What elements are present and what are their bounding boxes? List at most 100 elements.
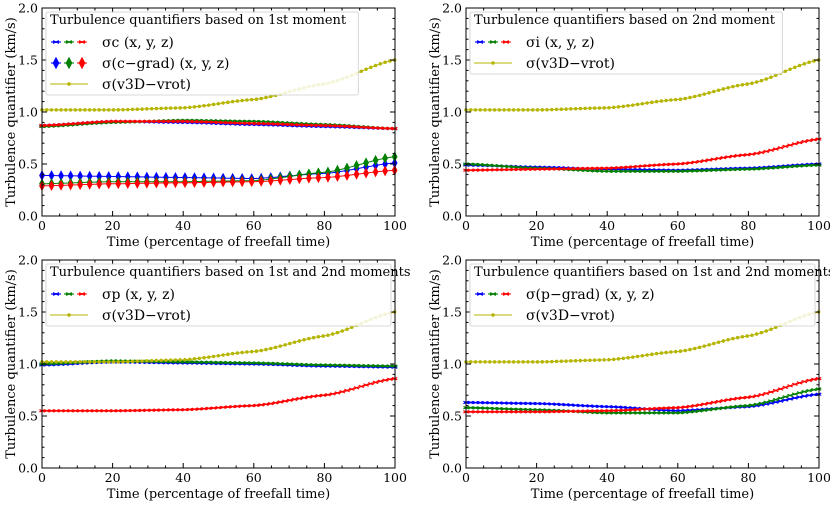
x-marker	[244, 121, 250, 126]
x-marker	[715, 406, 722, 411]
x-marker	[267, 122, 274, 126]
dot-marker	[135, 359, 140, 364]
x-marker	[502, 292, 510, 296]
legend-title: Turbulence quantifiers based on 2nd mome…	[474, 13, 776, 28]
x-marker	[344, 388, 350, 393]
x-marker	[286, 362, 293, 366]
dot-marker	[597, 106, 602, 110]
dot-marker	[111, 360, 116, 364]
x-marker	[772, 165, 779, 170]
x-marker	[282, 362, 288, 366]
diamond-marker	[277, 174, 284, 186]
x-marker	[72, 121, 79, 126]
diamond-marker	[115, 178, 122, 190]
x-marker	[515, 167, 522, 172]
x-marker	[782, 398, 789, 402]
x-marker	[553, 409, 560, 414]
x-marker	[353, 386, 360, 390]
x-marker	[358, 125, 365, 129]
x-marker	[634, 169, 641, 173]
x-marker	[763, 391, 770, 396]
x-marker	[806, 393, 812, 398]
x-marker	[191, 119, 198, 124]
x-marker	[476, 40, 484, 44]
x-marker	[315, 363, 322, 367]
dot-marker	[473, 108, 478, 112]
x-marker	[177, 408, 184, 412]
x-marker	[606, 169, 612, 173]
y-tick-label: 0.0	[18, 461, 38, 476]
dot-marker	[621, 356, 626, 361]
x-marker	[811, 387, 817, 392]
dot-marker	[602, 358, 606, 362]
x-marker	[367, 364, 374, 368]
x-marker	[787, 164, 793, 169]
x-marker	[772, 388, 779, 393]
dot-marker	[478, 360, 483, 364]
x-marker	[277, 361, 284, 366]
x-marker	[515, 401, 522, 406]
dot-marker	[545, 359, 549, 364]
dot-marker	[773, 325, 778, 330]
x-marker	[506, 164, 512, 169]
x-marker	[658, 169, 665, 173]
y-tick-label: 1.0	[18, 357, 38, 372]
dot-marker	[178, 358, 182, 362]
x-marker	[739, 404, 746, 408]
dot-marker	[530, 360, 535, 364]
x-tick-label: 40	[175, 470, 191, 485]
dot-marker	[535, 108, 540, 112]
x-tick-label: 20	[105, 218, 121, 233]
x-marker	[577, 166, 584, 171]
x-marker	[363, 383, 369, 387]
dot-marker	[507, 360, 511, 364]
dot-marker	[373, 63, 378, 68]
x-marker	[544, 410, 550, 414]
x-marker	[196, 407, 203, 411]
x-marker	[691, 409, 698, 414]
x-marker	[710, 407, 717, 411]
x-tick-label: 60	[246, 470, 262, 485]
x-marker	[339, 363, 346, 367]
y-tick-label: 2.0	[442, 1, 462, 16]
x-marker	[344, 124, 350, 129]
x-marker	[677, 162, 684, 166]
dot-marker	[583, 358, 587, 363]
dot-marker	[688, 347, 692, 352]
x-marker	[687, 169, 693, 173]
x-marker	[196, 120, 203, 124]
x-marker	[715, 168, 722, 172]
x-marker	[325, 393, 331, 397]
x-marker	[496, 410, 503, 414]
x-marker	[806, 388, 812, 393]
diamond-marker	[286, 174, 293, 185]
dot-marker	[311, 335, 316, 340]
dot-marker	[788, 67, 792, 72]
x-marker	[229, 121, 236, 125]
x-marker	[710, 400, 717, 405]
x-marker	[777, 387, 784, 391]
diamond-marker	[78, 56, 86, 70]
dot-marker	[516, 360, 521, 364]
x-marker	[296, 362, 303, 367]
legend-title: Turbulence quantifiers based on 1st and …	[474, 265, 830, 280]
x-marker	[610, 408, 617, 413]
dot-marker	[192, 105, 197, 109]
x-marker	[510, 167, 517, 172]
x-marker	[734, 167, 741, 172]
x-marker	[649, 407, 655, 411]
dot-marker	[626, 103, 630, 108]
dot-marker	[159, 358, 163, 363]
x-marker	[606, 409, 612, 413]
dot-marker	[326, 333, 330, 337]
x-marker	[548, 402, 555, 406]
x-marker	[182, 407, 188, 412]
x-axis-label: Time (percentage of freefall time)	[531, 235, 754, 250]
x-marker	[86, 409, 93, 413]
legend-entry-label: σp (x, y, z)	[102, 287, 175, 303]
diamond-marker	[334, 164, 341, 176]
dot-marker	[588, 358, 592, 363]
x-marker	[663, 408, 669, 413]
x-marker	[772, 397, 779, 402]
dot-marker	[140, 359, 144, 363]
